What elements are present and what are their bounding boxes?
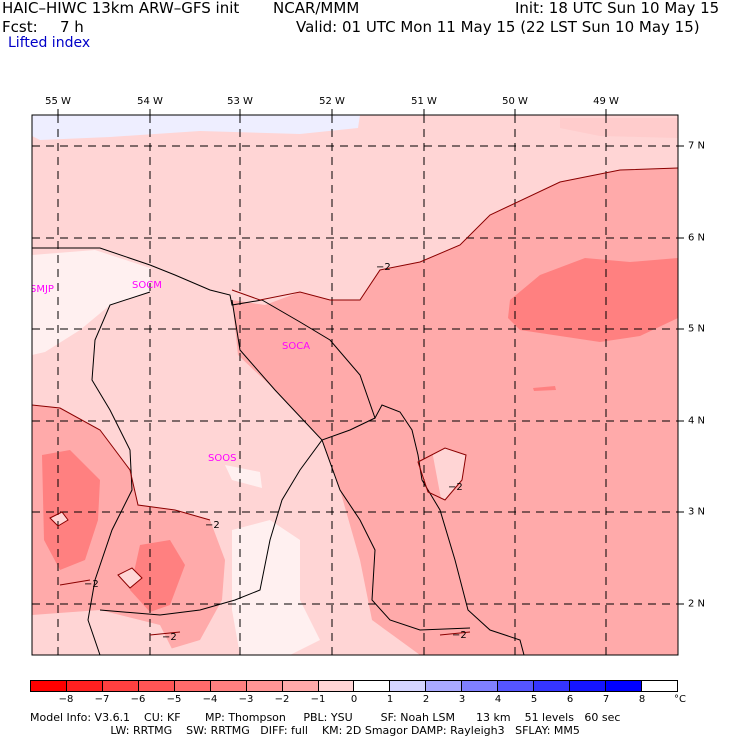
color-bar-tick-label: 6 bbox=[566, 694, 574, 705]
color-bar-tick-label: −2 bbox=[274, 694, 290, 705]
color-bar-segment bbox=[641, 681, 677, 691]
lon-label: 54 W bbox=[137, 96, 163, 107]
init-time: Init: 18 UTC Sun 10 May 15 bbox=[515, 0, 720, 17]
color-bar-segment bbox=[31, 681, 67, 691]
lon-label: 51 W bbox=[411, 96, 437, 107]
station-label: SOCA bbox=[282, 341, 310, 352]
small-dark-streak bbox=[533, 386, 556, 391]
positive-li-patch bbox=[32, 115, 360, 140]
lon-label: 53 W bbox=[227, 96, 253, 107]
color-bar-tick-label: 1 bbox=[386, 694, 394, 705]
border-line-middle bbox=[99, 299, 323, 616]
color-bar-segment bbox=[570, 681, 606, 691]
lon-label: 55 W bbox=[45, 96, 71, 107]
border-line-west bbox=[87, 291, 151, 655]
color-bar-segment bbox=[534, 681, 571, 691]
station-label: SMJP bbox=[30, 284, 54, 295]
station-label: SOOS bbox=[208, 453, 236, 464]
contour-label: −2 bbox=[376, 262, 391, 273]
contours bbox=[32, 167, 678, 636]
color-bar-segment bbox=[498, 681, 535, 691]
map-frame bbox=[31, 114, 679, 656]
color-bar-tick-label: 3 bbox=[458, 694, 466, 705]
top-right-pink bbox=[560, 118, 678, 138]
color-bar-segment bbox=[606, 681, 642, 691]
color-bar-segment bbox=[66, 681, 103, 691]
lon-label: 52 W bbox=[319, 96, 345, 107]
color-bar-segment bbox=[354, 681, 391, 691]
color-bar-tick-label: −8 bbox=[58, 694, 74, 705]
color-bar-segment bbox=[102, 681, 139, 691]
most-unstable-core bbox=[508, 258, 678, 342]
model-info-line-2: LW: RRTMG SW: RRTMG DIFF: full KM: 2D Sm… bbox=[30, 724, 580, 737]
color-bar-tick-label: −7 bbox=[94, 694, 110, 705]
color-bar-segment bbox=[174, 681, 211, 691]
lat-label: 7 N bbox=[688, 140, 706, 152]
lat-label: 5 N bbox=[688, 323, 706, 335]
organization-label: NCAR/MMM bbox=[273, 0, 360, 17]
field-name: Lifted index bbox=[8, 35, 91, 51]
lat-label: 2 N bbox=[688, 598, 706, 610]
contour-label: −2 bbox=[205, 520, 220, 531]
color-bar-tick-label: −5 bbox=[166, 694, 182, 705]
color-bar bbox=[30, 680, 678, 692]
model-info-line-1: Model Info: V3.6.1 CU: KF MP: Thompson P… bbox=[30, 711, 621, 724]
grid bbox=[32, 115, 678, 655]
color-bar-segment bbox=[246, 681, 283, 691]
southwest-core-2 bbox=[130, 540, 185, 612]
coastal-light-wedge bbox=[395, 420, 470, 640]
color-bar-tick-label: −3 bbox=[238, 694, 254, 705]
color-bar-segment bbox=[318, 681, 355, 691]
color-bar-segment bbox=[390, 681, 427, 691]
lat-label: 3 N bbox=[688, 506, 706, 518]
color-bar-tick-label: 2 bbox=[422, 694, 430, 705]
color-bar-segment bbox=[426, 681, 463, 691]
color-bar-tick-label: 8 bbox=[638, 694, 646, 705]
forecast-hours: 7 h bbox=[60, 18, 84, 36]
southwest-core bbox=[42, 450, 100, 570]
color-bar-tick-label: −1 bbox=[310, 694, 326, 705]
color-bar-segment bbox=[282, 681, 319, 691]
southwest-light-band bbox=[32, 610, 175, 655]
interior-light-area-2 bbox=[225, 465, 262, 488]
contour-label: −2 bbox=[162, 632, 177, 643]
forecast-label: Fcst: bbox=[2, 18, 38, 36]
tick-marks bbox=[57, 109, 684, 605]
lon-label: 49 W bbox=[593, 96, 619, 107]
valid-time: Valid: 01 UTC Mon 11 May 15 (22 LST Sun … bbox=[296, 18, 700, 36]
interior-light-area bbox=[232, 520, 320, 655]
contour-label: −2 bbox=[84, 579, 99, 590]
border-line-east bbox=[321, 417, 471, 631]
color-bar-unit: °C bbox=[674, 694, 686, 705]
color-bar-tick-label: 0 bbox=[350, 694, 358, 705]
color-bar-tick-label: −6 bbox=[130, 694, 146, 705]
lon-label: 50 W bbox=[502, 96, 528, 107]
color-bar-tick-label: 5 bbox=[530, 694, 538, 705]
color-bar-tick-label: 7 bbox=[602, 694, 610, 705]
color-bar-segment bbox=[210, 681, 247, 691]
color-bar-segment bbox=[138, 681, 175, 691]
color-bar-segment bbox=[462, 681, 499, 691]
color-bar-tick-label: 4 bbox=[494, 694, 502, 705]
contour-label: −2 bbox=[452, 630, 467, 641]
color-bar-tick-label: −4 bbox=[202, 694, 218, 705]
lat-label: 4 N bbox=[688, 415, 706, 427]
contour-label: −2 bbox=[448, 482, 463, 493]
model-title: HAIC–HIWC 13km ARW–GFS init bbox=[2, 0, 240, 17]
coastline bbox=[32, 247, 525, 655]
lat-label: 6 N bbox=[688, 232, 706, 244]
station-label: SOCM bbox=[132, 280, 162, 291]
